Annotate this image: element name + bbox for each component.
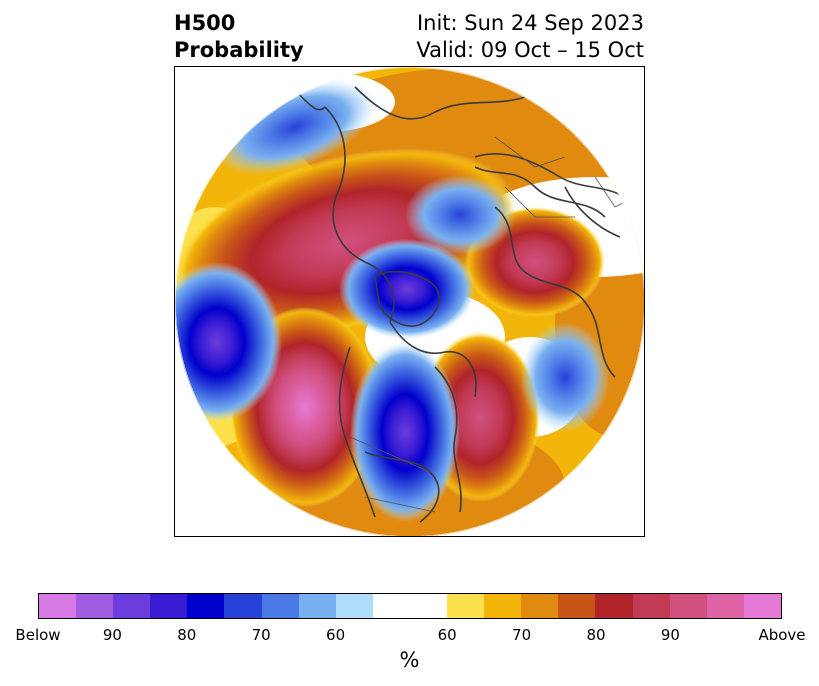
colorbar-segment xyxy=(632,594,670,618)
colorbar-segment xyxy=(558,594,596,618)
colorbar-segment xyxy=(298,594,336,618)
colorbar-segment xyxy=(187,594,225,618)
map-disk-outline xyxy=(175,67,644,536)
colorbar-unit: % xyxy=(399,648,420,672)
probability-map xyxy=(175,67,644,536)
colorbar-tick-label: 70 xyxy=(512,626,532,644)
coastlines xyxy=(284,81,636,523)
valid-period: Valid: 09 Oct – 15 Oct xyxy=(416,38,644,62)
cold-anomaly-central xyxy=(350,342,460,522)
colorbar-tick-labels: Below 90 80 70 60 60 70 80 90 Above xyxy=(0,626,819,648)
colorbar-tick-label: 60 xyxy=(326,626,346,644)
colorbar-segment xyxy=(113,594,151,618)
polar-map xyxy=(174,66,645,537)
cold-anomaly-arctic xyxy=(339,239,475,339)
init-time: Init: Sun 24 Sep 2023 xyxy=(416,11,644,35)
colorbar-tick-label: 80 xyxy=(586,626,606,644)
colorbar-tick-label: 90 xyxy=(660,626,680,644)
colorbar-tick-label: 90 xyxy=(102,626,122,644)
cold-anomaly-siberia xyxy=(405,175,515,255)
colorbar-tick-label: Below xyxy=(15,626,61,644)
colorbar-segment xyxy=(39,594,77,618)
colorbar-segment xyxy=(595,594,633,618)
colorbar-segment xyxy=(521,594,559,618)
colorbar-segment xyxy=(743,594,781,618)
colorbar-segment xyxy=(224,594,262,618)
colorbar-segment xyxy=(706,594,744,618)
colorbar-segment xyxy=(447,594,485,618)
colorbar-segment xyxy=(261,594,299,618)
colorbar-segment xyxy=(150,594,188,618)
cold-anomaly-east xyxy=(520,322,610,432)
colorbar-segment xyxy=(335,594,373,618)
chart-title-left: H500 Probability xyxy=(174,10,304,64)
colorbar-segment xyxy=(669,594,707,618)
title-product: Probability xyxy=(174,38,304,62)
colorbar-tick-label: Above xyxy=(758,626,806,644)
political-borders xyxy=(349,136,636,513)
colorbar-segment xyxy=(409,594,448,618)
colorbar-tick-label: 70 xyxy=(251,626,271,644)
probability-colorbar xyxy=(38,593,782,619)
colorbar-segment xyxy=(76,594,114,618)
colorbar-segment xyxy=(484,594,522,618)
colorbar-segment xyxy=(372,594,410,618)
chart-title-right: Init: Sun 24 Sep 2023 Valid: 09 Oct – 15… xyxy=(416,10,644,64)
title-variable: H500 xyxy=(174,11,236,35)
colorbar-tick-label: 60 xyxy=(437,626,457,644)
colorbar-tick-label: 80 xyxy=(177,626,197,644)
